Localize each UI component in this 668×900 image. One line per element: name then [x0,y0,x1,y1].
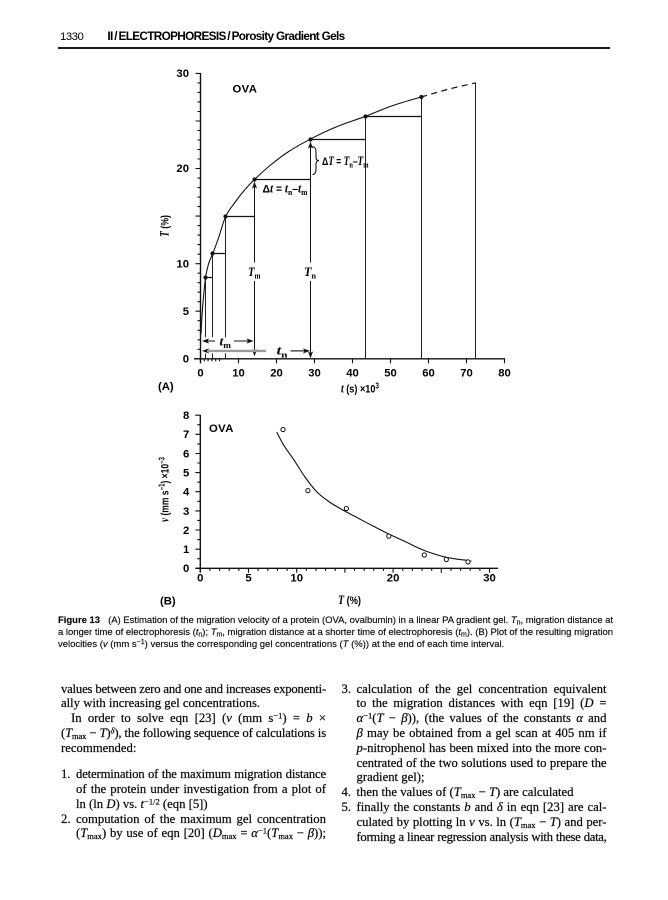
svg-text:40: 40 [346,368,359,380]
svg-text:OVA: OVA [233,84,258,96]
svg-text:30: 30 [483,573,496,585]
svg-text:OVA: OVA [209,423,234,435]
svg-text:Tm​: Tm​ [248,265,261,281]
svg-text:T (%): T (%) [158,215,172,237]
svg-text:Tn​: Tn​ [304,265,316,281]
svg-text:60: 60 [422,368,435,380]
svg-text:8: 8 [183,410,189,422]
svg-text:4: 4 [183,487,190,499]
svg-text:tn​: tn​ [277,344,289,360]
svg-text:3: 3 [183,506,189,518]
svg-text:5: 5 [245,573,251,585]
svg-text:10: 10 [232,368,245,380]
svg-text:v (mm s−1) ×10−3: v (mm s−1) ×10−3 [158,457,172,522]
svg-text:0: 0 [197,573,203,585]
svg-text:30: 30 [176,68,189,80]
svg-text:0: 0 [183,354,189,366]
svg-text:70: 70 [460,368,473,380]
svg-text:30: 30 [308,368,321,380]
svg-text:20: 20 [270,368,283,380]
svg-text:80: 80 [498,368,511,380]
svg-text:20: 20 [176,163,189,175]
svg-text:tm​: tm​ [220,334,232,350]
svg-text:2: 2 [183,525,189,537]
svg-text:(A): (A) [158,381,174,393]
svg-text:7: 7 [183,429,189,441]
svg-text:6: 6 [183,448,189,460]
svg-text:0: 0 [197,368,203,380]
svg-text:t (s) ×103: t (s) ×103 [341,382,379,396]
svg-text:Δt = tn​–tm​: Δt = tn​–tm​ [263,181,308,197]
svg-text:ΔT = Tn​–Tm​: ΔT = Tn​–Tm​ [322,154,369,170]
svg-text:1: 1 [183,544,189,556]
svg-text:20: 20 [387,573,400,585]
svg-text:(B): (B) [160,595,176,607]
svg-text:5: 5 [183,306,189,318]
svg-text:10: 10 [176,258,189,270]
svg-text:T (%): T (%) [338,593,361,607]
svg-text:50: 50 [384,368,397,380]
svg-text:5: 5 [183,468,189,480]
svg-text:0: 0 [183,563,189,575]
svg-text:10: 10 [290,573,303,585]
